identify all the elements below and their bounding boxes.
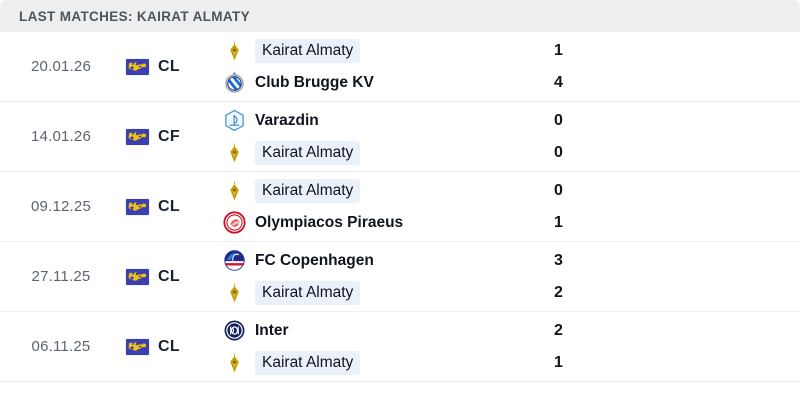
team-name[interactable]: Olympiacos Piraeus <box>255 213 404 231</box>
team-home[interactable]: Varazdin <box>222 109 510 133</box>
uefa-europe-flag-icon <box>126 198 149 215</box>
team-away[interactable]: Kairat Almaty <box>222 280 510 305</box>
team-home[interactable]: Kairat Almaty <box>222 178 510 203</box>
teams-cell: Kairat Almaty Olympiacos Piraeus <box>214 172 510 241</box>
uefa-europe-flag-icon <box>126 58 149 75</box>
team-home[interactable]: FC Copenhagen <box>222 249 510 273</box>
row-tail-spacer <box>660 102 800 171</box>
team-away[interactable]: Club Brugge KV <box>222 71 510 95</box>
page-title: LAST MATCHES: KAIRAT ALMATY <box>19 8 250 24</box>
score-away: 0 <box>554 143 563 161</box>
competition-code: CL <box>158 337 180 355</box>
kairat-almaty-logo <box>222 281 246 305</box>
team-home[interactable]: Inter <box>222 319 510 343</box>
match-row[interactable]: 14.01.26 CF Varazdin Kairat Almaty 0 0 <box>0 102 800 172</box>
kairat-almaty-logo <box>222 351 246 375</box>
match-date: 14.01.26 <box>31 128 91 145</box>
uefa-europe-flag-icon <box>126 268 149 285</box>
team-name[interactable]: Kairat Almaty <box>255 38 361 63</box>
score-away: 1 <box>554 213 563 231</box>
team-name[interactable]: Inter <box>255 321 289 339</box>
kairat-almaty-logo <box>222 39 246 63</box>
score-away: 4 <box>554 73 563 91</box>
match-date: 27.11.25 <box>31 268 91 285</box>
competition-cell[interactable]: CL <box>122 172 214 241</box>
match-row[interactable]: 06.11.25 CL Inter Kairat Almaty 2 1 <box>0 312 800 382</box>
score-home: 0 <box>554 111 563 129</box>
team-home[interactable]: Kairat Almaty <box>222 38 510 63</box>
score-home: 3 <box>554 251 563 269</box>
olympiacos-logo <box>222 211 246 235</box>
score-home: 0 <box>554 181 563 199</box>
team-name[interactable]: Kairat Almaty <box>255 280 361 305</box>
score-away: 1 <box>554 353 563 371</box>
kairat-almaty-logo <box>222 141 246 165</box>
score-home: 2 <box>554 321 563 339</box>
inter-logo <box>222 319 246 343</box>
team-name[interactable]: Kairat Almaty <box>255 178 361 203</box>
team-away[interactable]: Kairat Almaty <box>222 140 510 165</box>
team-name[interactable]: Club Brugge KV <box>255 73 374 91</box>
score-away: 2 <box>554 283 563 301</box>
row-tail-spacer <box>660 172 800 241</box>
competition-cell[interactable]: CL <box>122 242 214 311</box>
competition-cell[interactable]: CF <box>122 102 214 171</box>
score-home: 1 <box>554 41 563 59</box>
team-name[interactable]: FC Copenhagen <box>255 251 374 269</box>
fc-copenhagen-logo <box>222 249 246 273</box>
competition-cell[interactable]: CL <box>122 312 214 381</box>
club-brugge-logo <box>222 71 246 95</box>
team-away[interactable]: Kairat Almaty <box>222 350 510 375</box>
competition-code: CF <box>158 127 180 145</box>
match-row[interactable]: 20.01.26 CL Kairat Almaty Club Brugge KV 1 4 <box>0 32 800 102</box>
panel-header: LAST MATCHES: KAIRAT ALMATY <box>0 0 800 32</box>
row-tail-spacer <box>660 242 800 311</box>
teams-cell: Varazdin Kairat Almaty <box>214 102 510 171</box>
varazdin-logo <box>222 109 246 133</box>
team-away[interactable]: Olympiacos Piraeus <box>222 211 510 235</box>
team-name[interactable]: Varazdin <box>255 111 319 129</box>
teams-cell: FC Copenhagen Kairat Almaty <box>214 242 510 311</box>
team-name[interactable]: Kairat Almaty <box>255 350 361 375</box>
uefa-europe-flag-icon <box>126 128 149 145</box>
match-date: 06.11.25 <box>31 338 91 355</box>
competition-code: CL <box>158 57 180 75</box>
row-tail-spacer <box>660 32 800 101</box>
competition-code: CL <box>158 267 180 285</box>
team-name[interactable]: Kairat Almaty <box>255 140 361 165</box>
competition-cell[interactable]: CL <box>122 32 214 101</box>
match-row[interactable]: 09.12.25 CL Kairat Almaty Olympiacos Piraeu… <box>0 172 800 242</box>
competition-code: CL <box>158 197 180 215</box>
teams-cell: Inter Kairat Almaty <box>214 312 510 381</box>
teams-cell: Kairat Almaty Club Brugge KV <box>214 32 510 101</box>
match-date: 20.01.26 <box>31 58 91 75</box>
match-row[interactable]: 27.11.25 CL FC Copenhagen Kairat Almaty 3 2 <box>0 242 800 312</box>
uefa-europe-flag-icon <box>126 338 149 355</box>
match-list: 20.01.26 CL Kairat Almaty Club Brugge KV 1 4 1… <box>0 32 800 382</box>
row-tail-spacer <box>660 312 800 381</box>
kairat-almaty-logo <box>222 179 246 203</box>
match-date: 09.12.25 <box>31 198 91 215</box>
